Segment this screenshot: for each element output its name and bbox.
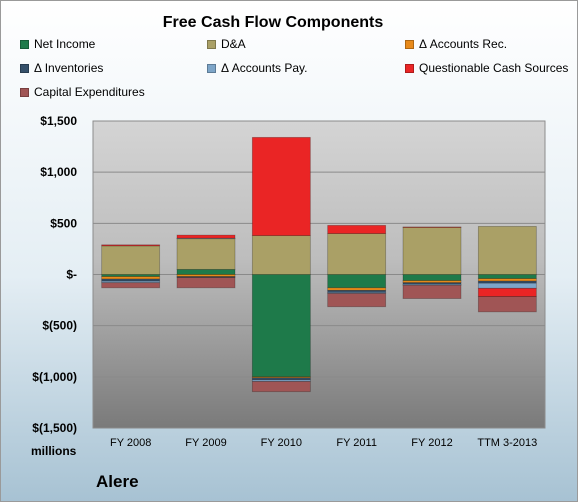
y-axis-label: millions xyxy=(31,444,77,458)
bar-segment xyxy=(402,227,462,275)
y-tick-label: $- xyxy=(66,268,77,282)
chart-title: Free Cash Flow Components xyxy=(162,14,384,31)
bar-segment xyxy=(477,278,537,282)
bar-segment xyxy=(477,287,537,297)
bar-segment xyxy=(251,136,311,237)
y-tick-label: $(1,500) xyxy=(32,421,77,435)
y-tick-label: $1,500 xyxy=(40,114,77,128)
bar-segment xyxy=(176,277,236,289)
bar-segment xyxy=(251,274,311,378)
legend-item: Δ Inventories xyxy=(20,61,103,75)
y-tick-label: $1,000 xyxy=(40,165,77,179)
bar-segment xyxy=(477,226,537,275)
legend-label: Δ Accounts Pay. xyxy=(221,61,308,75)
legend-label: Questionable Cash Sources xyxy=(419,61,569,75)
bar-segment xyxy=(402,274,462,282)
bar-segment xyxy=(327,233,387,275)
legend-item: Questionable Cash Sources xyxy=(405,61,568,75)
bar-segment xyxy=(402,284,462,299)
bar-segment xyxy=(327,274,387,289)
bar-segment xyxy=(101,276,161,280)
gridlines xyxy=(93,120,545,429)
legend-item: Δ Accounts Rec. xyxy=(405,37,507,51)
bar-segment xyxy=(101,244,161,247)
y-tick-label: $(500) xyxy=(42,319,77,333)
legend-swatch xyxy=(405,39,414,49)
bar-segment xyxy=(176,234,236,239)
x-tick-label: TTM 3-2013 xyxy=(477,437,537,449)
bar-segment xyxy=(477,282,537,289)
x-tick-label: FY 2010 xyxy=(261,437,302,449)
legend-label: Δ Inventories xyxy=(34,61,104,75)
legend-label: Net Income xyxy=(34,37,96,51)
bars xyxy=(101,136,537,393)
bar-segment xyxy=(402,226,462,228)
bar-segment xyxy=(477,296,537,313)
x-tick-label: FY 2009 xyxy=(185,437,226,449)
bar-segment xyxy=(176,268,236,275)
legend-swatch xyxy=(207,63,216,73)
y-tick-label: $(1,000) xyxy=(32,370,77,384)
company-name: Alere xyxy=(96,472,139,491)
legend-label: D&A xyxy=(221,37,246,51)
x-tick-label: FY 2011 xyxy=(336,437,377,449)
legend-swatch xyxy=(20,87,29,97)
bar-segment xyxy=(327,293,387,308)
bar-segment xyxy=(477,274,537,279)
bar-segment xyxy=(101,282,161,289)
legend-label: Capital Expenditures xyxy=(34,85,145,99)
legend-swatch xyxy=(207,39,216,49)
legend-swatch xyxy=(20,39,29,49)
legend-item: Δ Accounts Pay. xyxy=(207,61,308,75)
y-tick-labels: $1,500 $1,000 $500 $- $(500) $(1,000) $(1,500) xyxy=(32,114,77,435)
y-tick-label: $500 xyxy=(50,216,77,230)
legend-item: Capital Expenditures xyxy=(20,85,145,99)
bar-segment xyxy=(251,235,311,275)
x-tick-label: FY 2012 xyxy=(411,437,452,449)
x-tick-labels: FY 2008 FY 2009 FY 2010 FY 2011 FY 2012 TTM 3… xyxy=(110,437,537,449)
bar-segment xyxy=(327,224,387,234)
legend-swatch xyxy=(20,63,29,73)
legend-label: Δ Accounts Rec. xyxy=(419,37,508,51)
legend-item: Net Income xyxy=(20,37,95,51)
chart-legend: Net Income D&A Δ Accounts Rec. Δ Inventorie… xyxy=(0,0,578,110)
bar-segment xyxy=(251,381,311,393)
bar-segment xyxy=(176,238,236,270)
bar-segment xyxy=(101,245,161,275)
legend-item: D&A xyxy=(207,37,246,51)
legend-swatch xyxy=(405,63,414,73)
x-tick-label: FY 2008 xyxy=(110,437,151,449)
